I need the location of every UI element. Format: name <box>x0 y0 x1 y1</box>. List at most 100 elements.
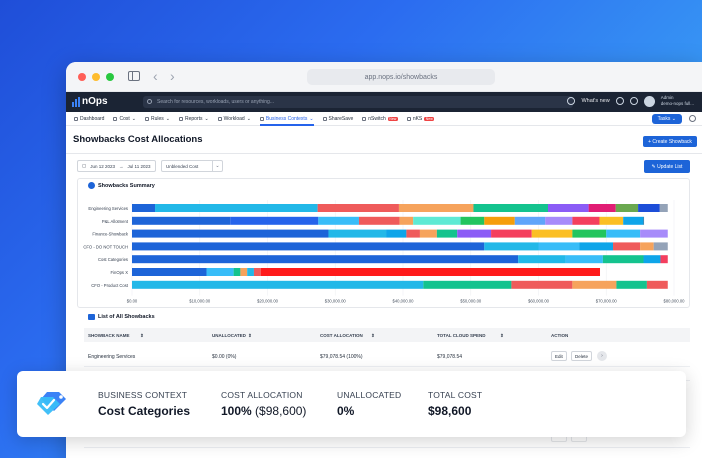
delete-button[interactable]: Delete <box>571 351 593 361</box>
cost-type-select[interactable]: Unblended Cost ⌄ <box>161 160 223 172</box>
bar-segment[interactable] <box>646 280 668 289</box>
bar-segment[interactable] <box>547 204 589 212</box>
bar-segment[interactable] <box>436 229 458 238</box>
bar-segment[interactable] <box>511 280 573 289</box>
close-window-button[interactable] <box>78 73 86 81</box>
bar-segment[interactable] <box>623 216 644 225</box>
bar-segment[interactable] <box>579 242 614 251</box>
row-name[interactable]: Engineering Services <box>88 354 136 360</box>
bar-segment[interactable] <box>457 229 492 238</box>
bar-segment[interactable] <box>230 216 319 225</box>
edit-button[interactable]: Edit <box>551 351 567 361</box>
menu-nswitch[interactable]: nSwitch New <box>362 112 398 126</box>
minimize-window-button[interactable] <box>92 73 100 81</box>
global-search-input[interactable]: Search for resources, workloads, users o… <box>143 96 573 108</box>
bar-segment[interactable] <box>419 229 437 238</box>
address-bar[interactable]: app.nops.io/showbacks <box>307 69 495 85</box>
bar-segment[interactable] <box>247 268 254 276</box>
bar-segment[interactable] <box>572 280 617 289</box>
bar-segment[interactable] <box>328 229 387 238</box>
bar-segment[interactable] <box>423 280 512 289</box>
bar-segment[interactable] <box>518 255 566 264</box>
bar-segment[interactable] <box>491 229 532 238</box>
bar-segment[interactable] <box>386 229 407 238</box>
bar-segment[interactable] <box>358 216 400 225</box>
menu-reports[interactable]: Reports ⌄ <box>178 112 209 126</box>
bar-segment[interactable] <box>155 204 318 212</box>
bar-segment[interactable] <box>132 204 156 212</box>
bar-segment[interactable] <box>233 268 241 276</box>
chevron-right-icon[interactable]: › <box>597 351 607 361</box>
column-header-unallocated[interactable]: UNALLOCATED <box>212 333 246 338</box>
column-header-name[interactable]: SHOWBACK NAME <box>88 333 130 338</box>
bar-segment[interactable] <box>613 242 641 251</box>
menu-workload[interactable]: Workload ⌄ <box>217 112 251 126</box>
bar-segment[interactable] <box>565 255 603 264</box>
menu-sharesave[interactable]: ShareSave <box>322 112 353 126</box>
bar-segment[interactable] <box>643 255 661 264</box>
bar-segment[interactable] <box>659 204 668 212</box>
menu-business-contexts[interactable]: Business Contexts ⌄ <box>259 112 314 126</box>
bar-segment[interactable] <box>638 204 660 212</box>
bar-segment[interactable] <box>132 216 231 225</box>
bell-icon[interactable] <box>615 97 624 105</box>
sort-icon[interactable]: ⇕ <box>371 333 375 338</box>
bar-segment[interactable] <box>206 268 234 276</box>
forward-arrow-icon[interactable]: › <box>170 68 175 84</box>
bar-segment[interactable] <box>572 216 600 225</box>
sort-icon[interactable]: ⇕ <box>500 333 504 338</box>
bar-segment[interactable] <box>473 204 548 212</box>
bar-segment[interactable] <box>660 255 668 264</box>
create-showback-button[interactable]: + Create Showback <box>643 136 697 147</box>
bar-segment[interactable] <box>538 242 580 251</box>
bar-segment[interactable] <box>318 216 359 225</box>
bar-segment[interactable] <box>484 242 539 251</box>
menu-rules[interactable]: Rules ⌄ <box>144 112 170 126</box>
back-arrow-icon[interactable]: ‹ <box>153 68 158 84</box>
sort-icon[interactable]: ⇕ <box>248 333 252 338</box>
sort-icon[interactable]: ⇕ <box>140 333 144 338</box>
menu-dashboard[interactable]: Dashboard <box>74 112 104 126</box>
bar-segment[interactable] <box>132 229 329 238</box>
bar-segment[interactable] <box>615 204 639 212</box>
menu-cost[interactable]: Cost ⌄ <box>113 112 136 126</box>
bar-segment[interactable] <box>545 216 573 225</box>
column-header-total[interactable]: TOTAL CLOUD SPEND <box>437 333 486 338</box>
date-range-picker[interactable]: ▢ Jun 12 2023 → Jul 11 2023 <box>77 160 156 172</box>
sidebar-toggle-icon[interactable] <box>128 71 140 81</box>
bar-segment[interactable] <box>640 242 654 251</box>
bar-segment[interactable] <box>398 204 474 212</box>
plus-icon[interactable] <box>629 97 638 105</box>
nops-logo[interactable]: nOps <box>72 96 108 107</box>
bar-segment[interactable] <box>484 216 515 225</box>
bar-segment[interactable] <box>514 216 546 225</box>
bar-segment[interactable] <box>616 280 647 289</box>
user-menu[interactable]: Admin demo-nops full... <box>660 95 694 106</box>
bar-segment[interactable] <box>406 229 420 238</box>
menu-nks[interactable]: nKS New <box>406 112 435 126</box>
bar-segment[interactable] <box>317 204 399 212</box>
bar-segment[interactable] <box>132 280 424 289</box>
bar-segment[interactable] <box>253 268 261 276</box>
avatar[interactable] <box>643 95 655 107</box>
bar-segment[interactable] <box>460 216 485 225</box>
whats-new-link[interactable]: What's new <box>581 98 610 104</box>
bar-segment[interactable] <box>606 229 641 238</box>
bar-segment[interactable] <box>602 255 644 264</box>
update-list-button[interactable]: ✎ Update List <box>644 160 690 173</box>
tasks-button[interactable]: Tasks ⌄ <box>651 114 682 124</box>
bar-segment[interactable] <box>132 268 207 276</box>
bar-segment[interactable] <box>653 242 668 251</box>
bar-segment[interactable] <box>643 216 645 225</box>
maximize-window-button[interactable] <box>106 73 114 81</box>
bar-segment[interactable] <box>240 268 248 276</box>
bar-segment[interactable] <box>399 216 414 225</box>
table-row[interactable]: Engineering Services $0.00 (0%) $79,078.… <box>84 347 690 367</box>
column-header-allocation[interactable]: COST ALLOCATION <box>320 333 363 338</box>
bar-segment[interactable] <box>588 204 616 212</box>
bar-segment[interactable] <box>640 229 668 238</box>
bar-segment[interactable] <box>531 229 573 238</box>
bar-segment[interactable] <box>572 229 607 238</box>
bar-segment[interactable] <box>599 216 624 225</box>
help-icon[interactable] <box>689 115 696 122</box>
